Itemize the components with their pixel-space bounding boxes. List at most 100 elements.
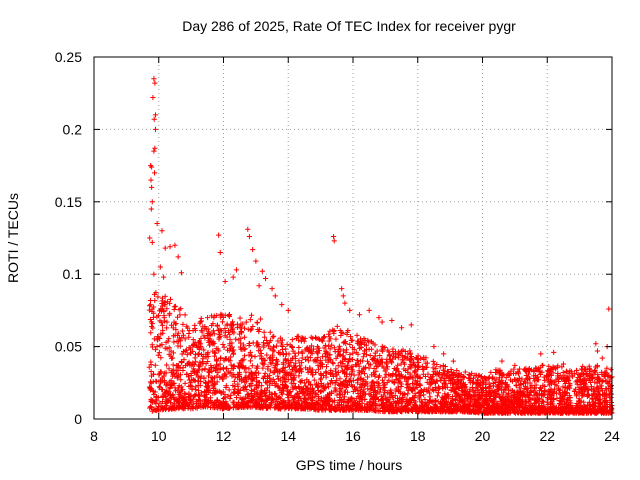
data-point (522, 367, 528, 373)
data-point (299, 388, 305, 395)
data-point (395, 362, 401, 368)
data-point (154, 337, 160, 343)
data-point (347, 378, 353, 384)
data-point (276, 385, 282, 391)
data-point (158, 308, 164, 314)
data-point (284, 341, 290, 347)
data-point (593, 364, 599, 370)
data-point (211, 331, 217, 337)
data-point (327, 356, 333, 363)
data-point (480, 409, 486, 415)
data-point (336, 399, 343, 405)
data-point (204, 383, 211, 389)
data-point (180, 321, 186, 327)
data-point (588, 367, 594, 373)
data-point (556, 387, 562, 394)
data-point (302, 356, 309, 363)
data-point (595, 397, 602, 404)
data-point (175, 343, 181, 349)
data-point (201, 375, 207, 381)
data-point (486, 380, 492, 386)
data-point (485, 400, 491, 406)
data-point (338, 332, 344, 339)
y-tick-label: 0.05 (55, 339, 82, 355)
data-point (283, 346, 289, 352)
data-point (313, 382, 319, 388)
data-point (414, 384, 420, 391)
data-point (226, 313, 232, 319)
data-point (573, 367, 580, 374)
data-point (500, 397, 506, 403)
data-point (241, 342, 247, 348)
data-point (147, 387, 153, 393)
data-point (477, 405, 483, 411)
data-point (151, 336, 157, 342)
data-point (422, 396, 428, 403)
data-point-outlier (151, 271, 157, 277)
data-point (363, 352, 370, 358)
data-point (446, 378, 452, 384)
data-point (415, 364, 421, 370)
data-point-outlier (262, 275, 269, 282)
data-point (490, 399, 496, 405)
data-point (372, 389, 379, 396)
data-point (373, 405, 379, 411)
data-point (567, 382, 573, 388)
data-point (286, 351, 292, 357)
data-point (195, 388, 202, 394)
data-point (360, 354, 366, 360)
data-point (186, 334, 192, 340)
data-point (327, 336, 333, 342)
data-point (431, 368, 437, 375)
data-point (343, 384, 349, 391)
data-point (274, 396, 280, 403)
data-point (270, 376, 276, 382)
data-point (236, 337, 242, 343)
data-point (223, 383, 229, 389)
data-point (424, 408, 430, 414)
data-point-outlier (593, 341, 599, 347)
data-point (357, 376, 363, 382)
data-point (182, 312, 188, 318)
data-point-outlier (175, 254, 181, 260)
data-point (298, 398, 304, 404)
data-point (325, 351, 331, 357)
data-point (332, 388, 338, 394)
data-point (315, 366, 322, 372)
data-point (157, 385, 163, 391)
data-point (542, 383, 548, 390)
data-point-outlier (152, 112, 159, 118)
data-point (580, 404, 586, 410)
data-point (547, 391, 553, 397)
data-point (354, 332, 360, 338)
data-point (249, 376, 255, 382)
data-point-outlier (157, 264, 163, 270)
data-point (556, 406, 562, 412)
data-point (393, 373, 399, 379)
data-point (461, 396, 467, 402)
data-point (172, 388, 179, 394)
data-point (233, 394, 240, 401)
data-point (322, 398, 328, 404)
data-point (346, 358, 352, 364)
data-point (233, 336, 239, 342)
data-point (228, 321, 234, 327)
data-point (608, 382, 614, 389)
grid-lines (94, 57, 612, 419)
data-point (228, 392, 234, 398)
data-point (441, 395, 447, 401)
data-point (170, 362, 176, 368)
data-point (271, 365, 277, 371)
data-point (494, 386, 501, 392)
data-point (275, 373, 281, 379)
data-point-outlier (245, 226, 251, 232)
data-point (551, 403, 557, 409)
data-point (318, 383, 324, 389)
data-point (326, 402, 332, 408)
data-point (154, 406, 160, 412)
data-point (516, 385, 522, 391)
data-point (253, 374, 260, 381)
data-point (598, 410, 605, 416)
data-point (506, 401, 512, 408)
data-point (430, 358, 436, 365)
